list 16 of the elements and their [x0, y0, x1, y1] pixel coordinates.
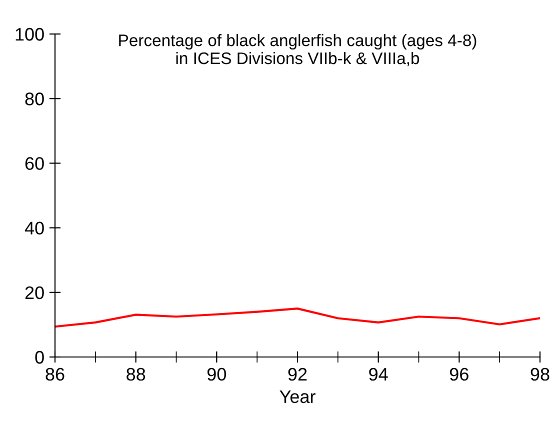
chart-title: Percentage of black anglerfish caught (ages 4-8) in ICES Divisions VIIb-k & VIIIa,b	[119, 34, 476, 66]
line-series	[55, 308, 540, 328]
y-tick-label: 0	[35, 350, 44, 364]
x-tick-label: 94	[369, 368, 388, 381]
x-axis-title: Year	[280, 390, 316, 404]
x-tick-label: 98	[530, 368, 550, 381]
y-tick-label: 100	[16, 28, 44, 41]
x-tick-label: 86	[46, 368, 64, 381]
x-tick-label: 96	[450, 368, 468, 381]
y-tick-label: 60	[25, 157, 44, 170]
x-tick-label: 92	[288, 368, 307, 381]
x-tick-label: 90	[207, 368, 226, 381]
y-tick-label: 40	[24, 222, 44, 235]
y-tick-label: 80	[25, 92, 44, 106]
y-tick-label: 20	[25, 286, 44, 300]
x-tick-label: 88	[126, 368, 146, 381]
